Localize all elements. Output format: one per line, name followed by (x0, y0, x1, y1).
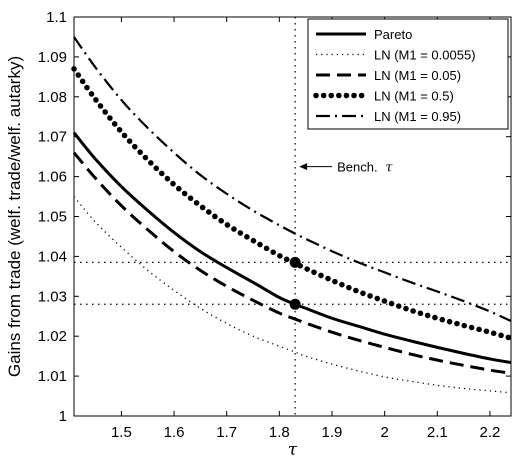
legend-label-4: LN (M1 = 0.95) (374, 109, 461, 124)
annotation-arrow-head (299, 163, 308, 171)
y-tick-label-0: 1 (59, 408, 67, 425)
x-tick-label-3: 1.8 (269, 424, 290, 441)
x-tick-label-5: 2 (380, 424, 388, 441)
tick-layer: 1.5 1.6 1.7 1.8 1.9 2 2.1 2.2 1 1.01 1.02 1.03 1.04 1… (38, 9, 511, 441)
y-tick-label-5: 1.05 (38, 209, 67, 226)
y-tick-label-9: 1.09 (38, 49, 67, 66)
y-tick-label-8: 1.08 (38, 89, 67, 106)
x-axis-label: τ (288, 440, 298, 460)
legend: Pareto LN (M1 = 0.0055) LN (M1 = 0.05) LN (… (307, 18, 509, 130)
series-line-1 (73, 196, 512, 394)
y-axis-label: Gains from trade (welf. trade/welf. auta… (5, 56, 24, 377)
y-tick-label-4: 1.04 (38, 248, 67, 265)
legend-label-2: LN (M1 = 0.05) (374, 68, 461, 83)
reference-lines (74, 17, 511, 416)
series-line-0 (72, 131, 512, 365)
annotation-label: Bench. (337, 160, 377, 175)
y-tick-label-3: 1.03 (38, 288, 67, 305)
y-tick-label-1: 1.01 (38, 368, 67, 385)
x-tick-label-1: 1.6 (164, 424, 185, 441)
x-tick-label-0: 1.5 (111, 424, 132, 441)
x-tick-label-6: 2.1 (427, 424, 448, 441)
y-tick-label-7: 1.07 (38, 129, 67, 146)
y-tick-label-6: 1.06 (38, 169, 67, 186)
x-tick-label-4: 1.9 (322, 424, 343, 441)
y-tick-label-2: 1.02 (38, 328, 67, 345)
x-tick-label-2: 1.7 (216, 424, 237, 441)
benchmark-annotation: Bench. τ (299, 160, 393, 176)
benchmark-marker-1 (289, 298, 301, 310)
marker-layer (289, 256, 301, 310)
legend-label-0: Pareto (374, 27, 412, 42)
series-line-4 (73, 36, 512, 323)
annotation-text: Bench. τ (337, 160, 393, 176)
annotation-symbol: τ (385, 161, 393, 176)
legend-label-1: LN (M1 = 0.0055) (374, 48, 476, 63)
benchmark-marker-0 (289, 256, 301, 268)
legend-label-3: LN (M1 = 0.5) (374, 89, 454, 104)
x-tick-label-7: 2.2 (480, 424, 501, 441)
series-line-2 (72, 151, 512, 375)
y-tick-label-10: 1.1 (46, 9, 67, 26)
